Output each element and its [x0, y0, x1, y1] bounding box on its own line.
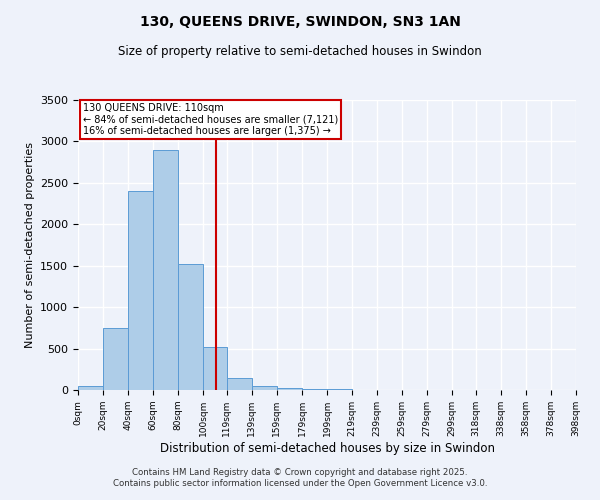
- Bar: [103, 328, 128, 390]
- Text: 130, QUEENS DRIVE, SWINDON, SN3 1AN: 130, QUEENS DRIVE, SWINDON, SN3 1AN: [140, 15, 460, 29]
- Y-axis label: Number of semi-detached properties: Number of semi-detached properties: [25, 142, 35, 348]
- Bar: [178, 264, 203, 390]
- Bar: [227, 378, 252, 390]
- Bar: [302, 389, 327, 390]
- Text: Size of property relative to semi-detached houses in Swindon: Size of property relative to semi-detach…: [118, 45, 482, 58]
- Bar: [128, 191, 153, 390]
- Text: 130 QUEENS DRIVE: 110sqm
← 84% of semi-detached houses are smaller (7,121)
16% o: 130 QUEENS DRIVE: 110sqm ← 84% of semi-d…: [83, 103, 338, 136]
- Bar: [203, 347, 227, 390]
- Bar: [153, 150, 178, 390]
- Bar: [277, 388, 302, 390]
- Bar: [78, 386, 103, 390]
- Bar: [252, 386, 277, 390]
- Text: Contains HM Land Registry data © Crown copyright and database right 2025.
Contai: Contains HM Land Registry data © Crown c…: [113, 468, 487, 487]
- X-axis label: Distribution of semi-detached houses by size in Swindon: Distribution of semi-detached houses by …: [160, 442, 494, 454]
